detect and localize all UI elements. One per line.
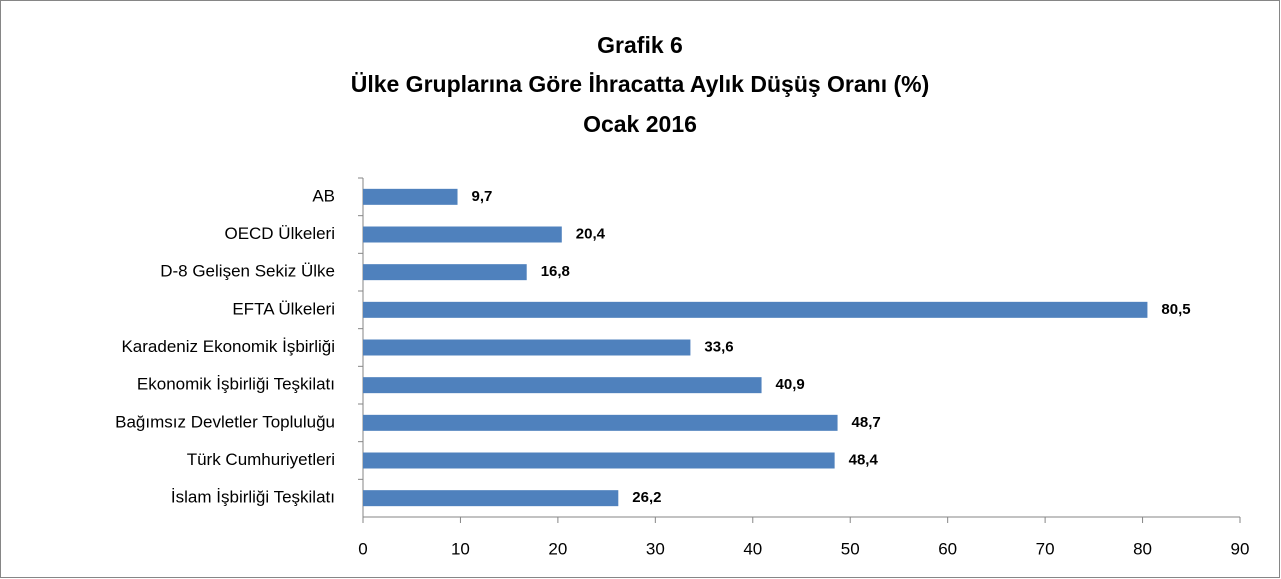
x-tick-label: 50 (841, 539, 860, 558)
value-label: 16,8 (541, 263, 570, 280)
y-tick-label: Bağımsız Devletler Topluluğu (115, 412, 335, 431)
y-tick-label: OECD Ülkeleri (224, 224, 335, 243)
x-tick-label: 20 (548, 539, 567, 558)
value-label: 40,9 (776, 376, 805, 393)
x-tick-label: 10 (451, 539, 470, 558)
y-tick-label: Karadeniz Ekonomik İşbirliği (121, 337, 335, 356)
bar (363, 264, 527, 281)
x-tick-label: 80 (1133, 539, 1152, 558)
y-tick-label: EFTA Ülkeleri (232, 299, 335, 318)
x-tick-label: 30 (646, 539, 665, 558)
y-tick-label: D-8 Gelişen Sekiz Ülke (160, 262, 335, 281)
value-label: 80,5 (1161, 301, 1190, 318)
bar (363, 414, 838, 431)
bar (363, 301, 1148, 318)
bar (363, 188, 458, 205)
value-label: 9,7 (472, 188, 493, 205)
bar (363, 490, 619, 507)
x-tick-label: 90 (1231, 539, 1250, 558)
value-label: 26,2 (632, 489, 661, 506)
chart-title: Ocak 2016 (583, 111, 697, 137)
x-tick-label: 70 (1036, 539, 1055, 558)
bar (363, 339, 691, 356)
bar (363, 452, 835, 469)
value-label: 33,6 (704, 338, 733, 355)
x-tick-label: 40 (743, 539, 762, 558)
value-label: 20,4 (576, 225, 606, 242)
y-tick-label: Ekonomik İşbirliği Teşkilatı (137, 375, 335, 394)
y-tick-label: AB (312, 186, 335, 205)
chart-title: Grafik 6 (597, 32, 683, 58)
value-label: 48,4 (849, 451, 879, 468)
y-tick-label: İslam İşbirliği Teşkilatı (171, 488, 335, 507)
y-tick-label: Türk Cumhuriyetleri (187, 450, 335, 469)
bar (363, 377, 762, 394)
x-tick-label: 60 (938, 539, 957, 558)
value-label: 48,7 (852, 414, 881, 431)
chart-title: Ülke Gruplarına Göre İhracatta Aylık Düş… (351, 71, 930, 97)
x-tick-label: 0 (358, 539, 367, 558)
bar (363, 226, 562, 243)
